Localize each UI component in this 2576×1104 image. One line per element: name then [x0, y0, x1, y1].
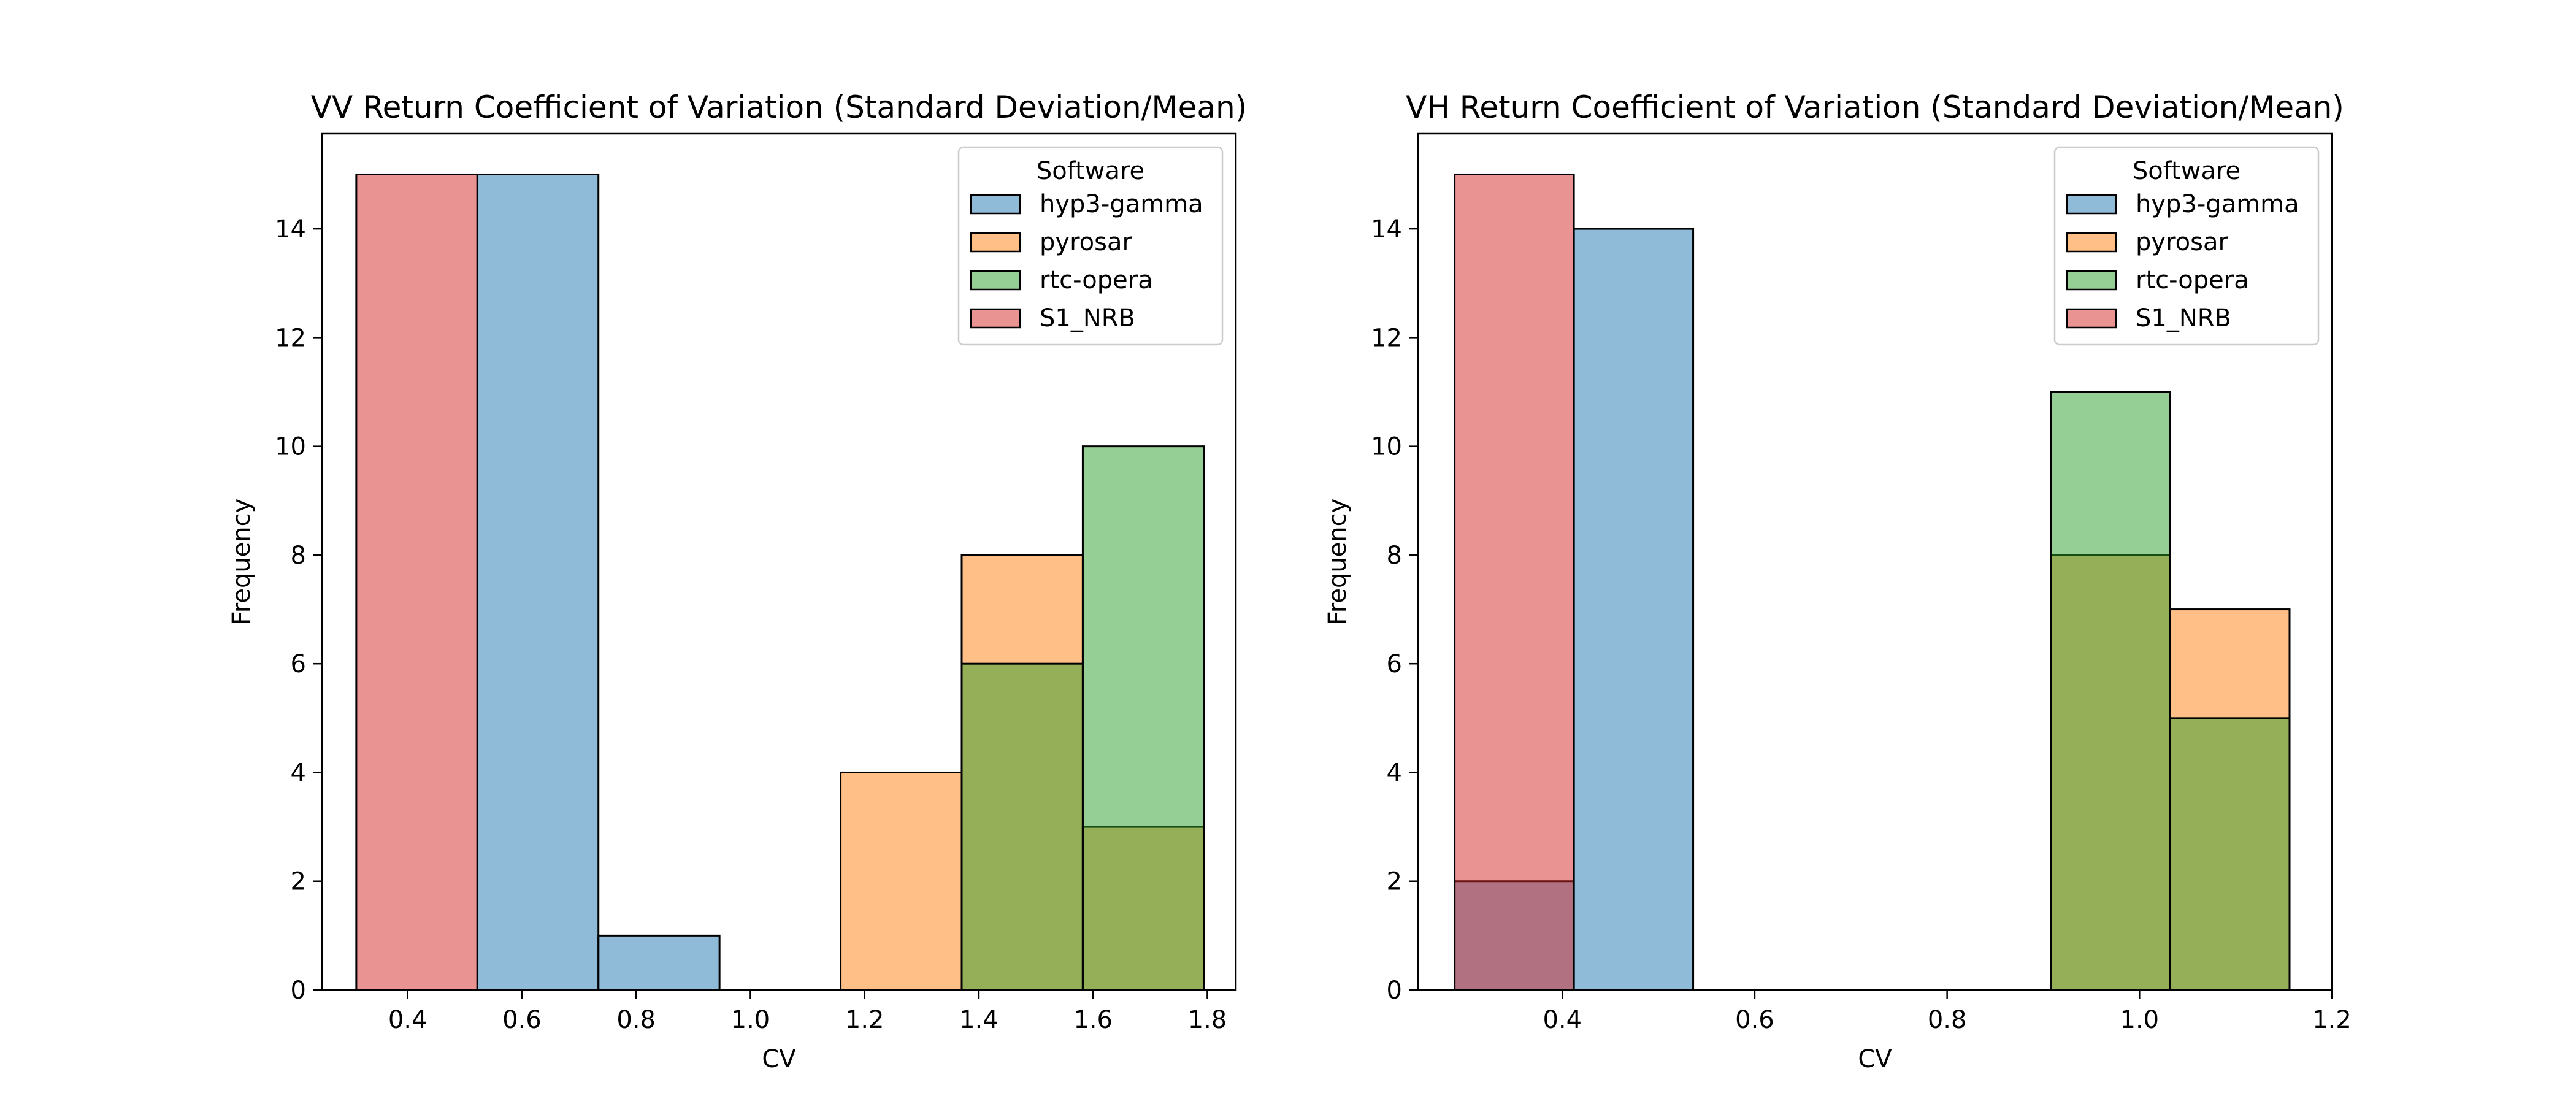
legend-box	[2053, 146, 2320, 346]
y-tick-label: 4	[291, 759, 306, 787]
y-tick-label: 0	[1387, 976, 1402, 1005]
y-axis-label: Frequency	[1324, 499, 1352, 626]
chart-panel-1: 0.4 0.6 0.8 1.0 1.2 1.4 1.6 1.8 0 2 4 6 8 10 12 14 VV Re…	[228, 90, 1247, 1073]
x-tick-label: 1.6	[1073, 1006, 1113, 1034]
legend-swatch-hyp3-gamma	[970, 194, 1021, 215]
legend-title: Software	[1037, 157, 1144, 185]
x-tick-label: 1.4	[959, 1006, 999, 1034]
legend-swatch-hyp3-gamma	[2066, 194, 2117, 215]
y-tick-label: 12	[275, 324, 306, 352]
y-tick-label: 10	[1371, 433, 1402, 461]
y-tick-label: 8	[1387, 542, 1402, 570]
bar-rtc-opera-bin-7	[2169, 717, 2291, 991]
legend-label-hyp3-gamma: hyp3-gamma	[2136, 190, 2299, 218]
x-axis-label: CV	[1858, 1045, 1892, 1073]
legend-label-hyp3-gamma: hyp3-gamma	[1040, 190, 1203, 218]
legend-swatch-rtc-opera	[970, 270, 1021, 291]
legend-box	[957, 146, 1224, 346]
bar-hyp3-gamma-bin-2	[476, 173, 600, 991]
bar-pyrosar-bin-5	[840, 771, 963, 991]
bar-hyp3-gamma-bin-2	[1573, 228, 1695, 991]
y-axis-label: Frequency	[228, 499, 256, 626]
y-tick-label: 6	[1387, 650, 1402, 678]
bar-hyp3-gamma-bin-3	[597, 934, 721, 991]
axes-frame	[321, 132, 1237, 991]
axes-frame	[1417, 132, 2333, 991]
x-tick-label: 0.4	[1543, 1006, 1582, 1034]
chart-title: VV Return Coefficient of Variation (Stan…	[311, 90, 1247, 125]
x-tick-label: 0.6	[502, 1006, 542, 1034]
legend-swatch-pyrosar	[2066, 232, 2117, 253]
legend-label-S1_NRB: S1_NRB	[2136, 304, 2231, 332]
chart-title: VH Return Coefficient of Variation (Stan…	[1406, 90, 2344, 125]
legend-swatch-rtc-opera	[2066, 270, 2117, 291]
x-tick-label: 0.6	[1735, 1006, 1774, 1034]
x-tick-label: 0.8	[1928, 1006, 1967, 1034]
x-tick-label: 1.2	[2312, 1006, 2352, 1034]
bar-rtc-opera-bin-7	[1081, 445, 1205, 991]
y-tick-label: 4	[1387, 759, 1402, 787]
legend-label-rtc-opera: rtc-opera	[1040, 266, 1153, 294]
x-axis-label: CV	[762, 1045, 796, 1073]
y-tick-label: 14	[1371, 215, 1402, 243]
bar-S1_NRB-bin-1	[355, 173, 478, 991]
legend-label-pyrosar: pyrosar	[2136, 228, 2228, 256]
legend-label-rtc-opera: rtc-opera	[2136, 266, 2249, 294]
legend-swatch-S1_NRB	[2066, 308, 2117, 329]
legend: Software hyp3-gamma pyrosar rtc-opera S1_NRB	[957, 146, 1224, 346]
x-tick-label: 0.4	[388, 1006, 427, 1034]
x-tick-label: 1.8	[1188, 1006, 1227, 1034]
x-tick-label: 1.2	[845, 1006, 884, 1034]
y-tick-label: 12	[1371, 324, 1402, 352]
y-tick-label: 0	[291, 976, 306, 1005]
legend-swatch-pyrosar	[970, 232, 1021, 253]
bar-rtc-opera-bin-6	[2050, 391, 2172, 991]
bar-rtc-opera-bin-6	[960, 662, 1084, 991]
legend-swatch-S1_NRB	[970, 308, 1021, 329]
y-tick-label: 8	[291, 542, 306, 570]
legend-label-pyrosar: pyrosar	[1040, 228, 1132, 256]
legend-title: Software	[2133, 157, 2241, 185]
y-tick-label: 10	[275, 433, 306, 461]
x-tick-label: 1.0	[2120, 1006, 2160, 1034]
chart-panel-2: 0.4 0.6 0.8 1.0 1.2 0 2 4 6 8 10 12 14 VH Return Coef…	[1324, 90, 2352, 1073]
legend-label-S1_NRB: S1_NRB	[1040, 304, 1135, 332]
y-tick-label: 2	[1387, 868, 1402, 896]
x-tick-label: 0.8	[616, 1006, 656, 1034]
x-tick-label: 1.0	[731, 1006, 770, 1034]
y-tick-label: 2	[291, 868, 306, 896]
y-tick-label: 14	[275, 215, 306, 243]
legend: Software hyp3-gamma pyrosar rtc-opera S1_NRB	[2053, 146, 2320, 346]
y-tick-label: 6	[291, 650, 306, 678]
bar-S1_NRB-bin-1	[1454, 173, 1575, 991]
